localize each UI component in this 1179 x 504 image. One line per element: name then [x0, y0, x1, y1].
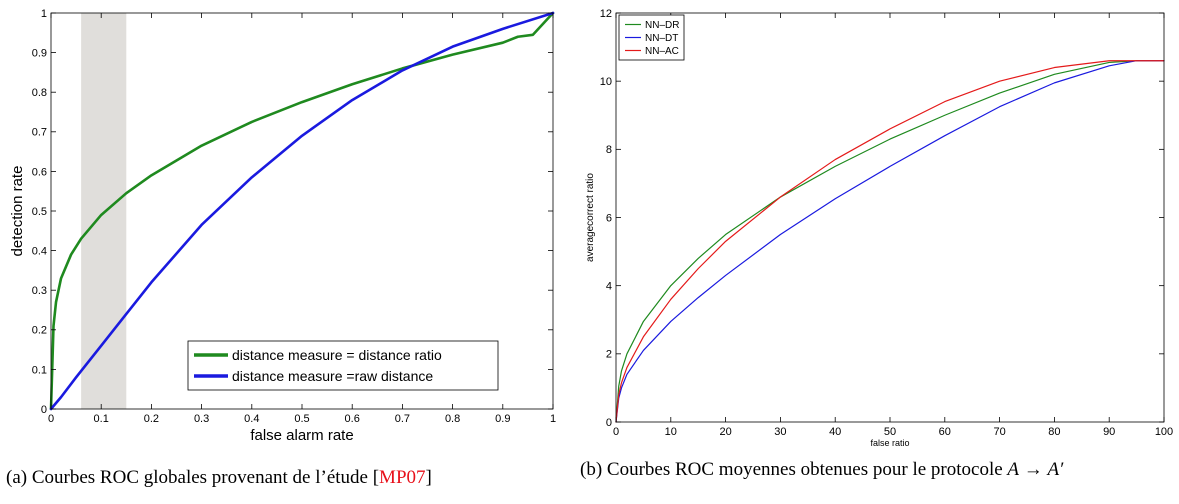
x-tick-label: 20 [719, 426, 731, 438]
legend-box [187, 340, 499, 391]
plot-area [616, 13, 1164, 422]
legend-label-1: NN–DT [645, 33, 678, 44]
figure: 0 0.1 0.2 0.3 0.4 0.5 0.6 0.7 0.8 0.9 100.10.20.30… [9, 8, 1173, 448]
y-tick-label: 1 [41, 8, 47, 20]
y-tick-label: 12 [600, 8, 612, 20]
y-tick-label: 0.3 [32, 285, 47, 297]
roc-chart-average: 0 10 20 30 40 50 60 70 80 90 100 0 2 4 6 8 10 12 false rat… [585, 8, 1173, 448]
shaded-region [81, 13, 127, 409]
series-line-1 [49, 11, 555, 411]
x-tick-label: 0.8 [445, 413, 460, 425]
y-tick-label: 0.6 [32, 166, 47, 178]
y-tick-label: 0.5 [32, 206, 47, 218]
y-tick-label: 6 [606, 212, 612, 224]
x-tick-label: 0 [48, 413, 54, 425]
y-tick-label: 0 [41, 404, 47, 416]
x-tick-label: 0.5 [294, 413, 309, 425]
x-axis-label: false alarm rate [250, 427, 353, 444]
series-line-2 [615, 60, 1165, 423]
y-tick-label: 0.1 [32, 364, 47, 376]
x-tick-label: 1 [550, 413, 556, 425]
x-tick-label: 0.1 [94, 413, 109, 425]
y-tick-label: 0.4 [32, 245, 47, 257]
roc-chart-global: 0 0.1 0.2 0.3 0.4 0.5 0.6 0.7 0.8 0.9 1 0 0.1 0.2 0.3 0… [9, 8, 556, 444]
legend-label-0: NN–DR [645, 20, 679, 31]
legend: distance measure = distance ratio distanc… [187, 340, 499, 391]
y-tick-label: 8 [606, 144, 612, 156]
x-tick-label: 0.3 [194, 413, 209, 425]
x-tick-label: 10 [665, 426, 677, 438]
caption-a: (a) Courbes ROC globales provenant de l’… [6, 467, 566, 489]
series-line-1 [615, 60, 1165, 423]
x-tick-label: 40 [829, 426, 841, 438]
x-tick-label: 80 [1048, 426, 1060, 438]
x-tick-label: 30 [774, 426, 786, 438]
caption-b-math-from: A [1007, 459, 1020, 480]
series-line-0 [49, 11, 555, 411]
x-tick-label: 0.2 [144, 413, 159, 425]
x-tick-label: 0.4 [244, 413, 259, 425]
y-tick-label: 2 [606, 349, 612, 361]
y-tick-label: 0.7 [32, 127, 47, 139]
caption-b-text: Courbes ROC moyennes obtenues pour le pr… [606, 459, 1003, 480]
y-tick-label: 0.2 [32, 325, 47, 337]
legend-label-1: distance measure =raw distance [232, 368, 433, 384]
y-axis-label: averagecorrect ratio [585, 173, 596, 262]
x-tick-label: 100 [1155, 426, 1173, 438]
legend-label-2: NN–AC [645, 46, 679, 57]
caption-b: (b) Courbes ROC moyennes obtenues pour l… [580, 459, 1170, 481]
x-tick-label: 60 [939, 426, 951, 438]
y-tick-label: 0 [606, 417, 612, 429]
y-tick-label: 10 [600, 76, 612, 88]
caption-b-math-to: A′ [1047, 459, 1064, 480]
legend-label-0: distance measure = distance ratio [232, 347, 442, 363]
y-tick-label: 0.9 [32, 47, 47, 59]
caption-a-citation[interactable]: MP07 [379, 467, 426, 488]
x-tick-label: 0 [613, 426, 619, 438]
x-tick-label: 0.6 [345, 413, 360, 425]
x-tick-label: 90 [1103, 426, 1115, 438]
legend: NN–DR NN–DT NN–AC [618, 14, 685, 61]
x-tick-label: 0.7 [395, 413, 410, 425]
caption-b-arrow: → [1023, 459, 1043, 480]
x-tick-label: 50 [884, 426, 896, 438]
x-tick-label: 70 [993, 426, 1005, 438]
y-axis-label: detection rate [9, 166, 26, 257]
caption-a-label: (a) [6, 467, 28, 488]
caption-a-citation-open: [ [372, 467, 380, 488]
x-axis-label: false ratio [870, 438, 909, 448]
caption-a-text: Courbes ROC globales provenant de l’étud… [31, 467, 368, 488]
caption-b-label: (b) [580, 459, 603, 480]
x-tick-label: 0.9 [495, 413, 510, 425]
caption-a-citation-close: ] [425, 467, 432, 488]
y-tick-label: 0.8 [32, 87, 47, 99]
y-tick-label: 4 [606, 281, 612, 293]
